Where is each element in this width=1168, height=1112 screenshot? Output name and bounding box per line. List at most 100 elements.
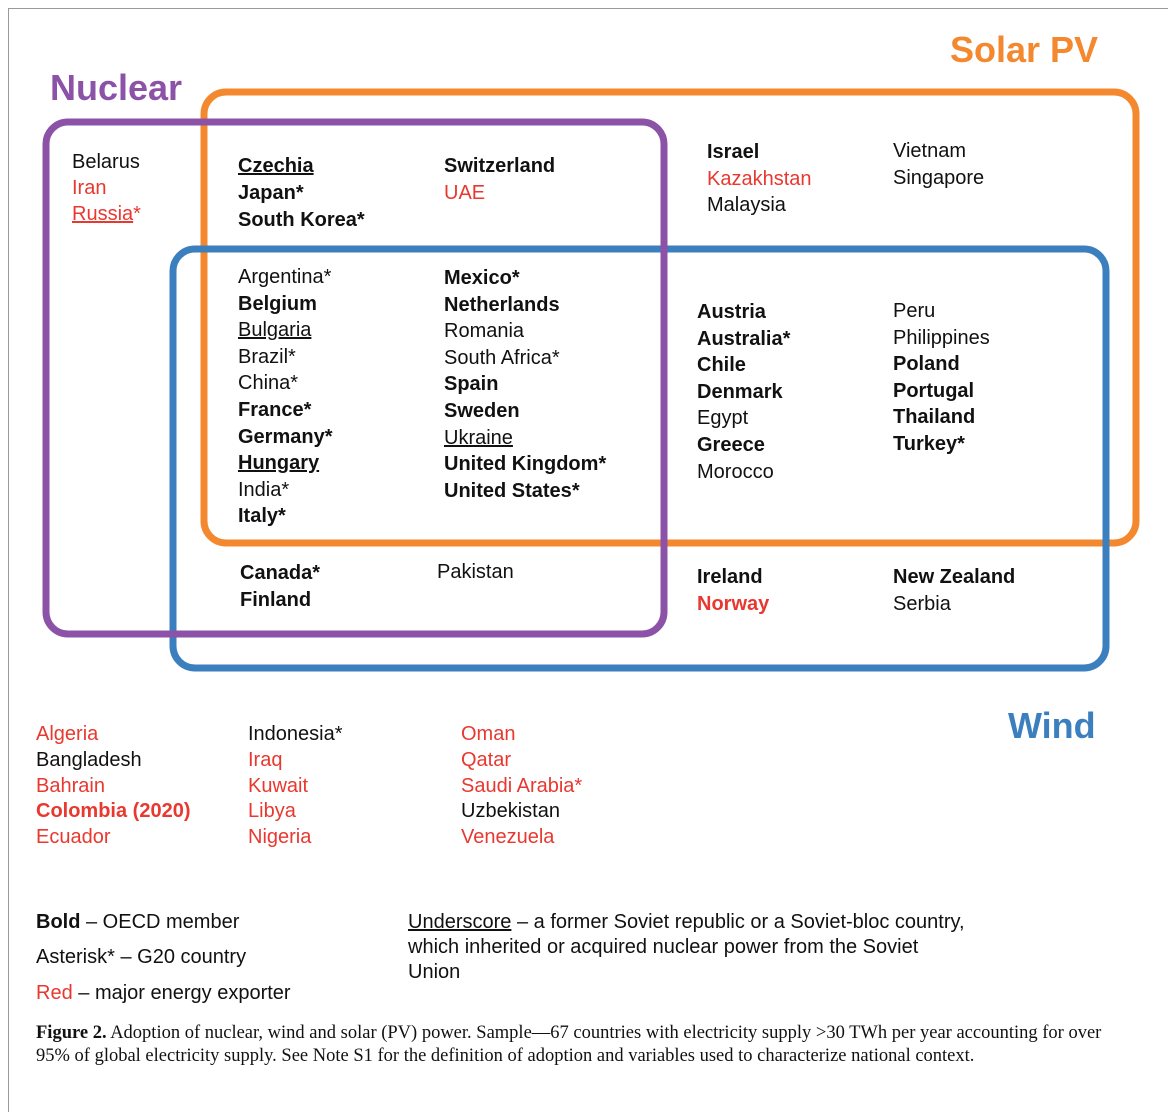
g20-mark: *: [511, 267, 520, 289]
country-name: Iraq: [248, 748, 283, 771]
legend-text: – major energy exporter: [78, 982, 291, 1004]
legend-item: Asterisk* – G20 country: [36, 945, 246, 970]
country: Iraq: [248, 748, 282, 772]
g20-mark: *: [288, 345, 296, 368]
country: Vietnam: [893, 139, 966, 163]
legend-term: Bold: [36, 911, 81, 933]
country: Bulgaria: [238, 318, 311, 342]
country: Switzerland: [444, 154, 555, 178]
country: Bangladesh: [36, 748, 142, 772]
country: Romania: [444, 319, 524, 343]
country: Greece: [697, 433, 765, 457]
g20-mark: *: [290, 372, 299, 395]
g20-mark: *: [356, 209, 365, 231]
country-name: Uzbekistan: [461, 800, 560, 823]
country: Czechia: [238, 154, 314, 178]
country: Serbia: [893, 592, 951, 616]
country-name: South Korea: [238, 209, 357, 231]
caption-text: Adoption of nuclear, wind and solar (PV)…: [36, 1023, 1102, 1066]
country: United States*: [444, 479, 580, 503]
country: Germany*: [238, 425, 333, 449]
country-name: Bangladesh: [36, 748, 142, 771]
set-outline: [200, 88, 1140, 547]
country-name: Poland: [893, 353, 960, 376]
legend-term: Asterisk*: [36, 946, 115, 968]
g20-mark: *: [782, 327, 791, 350]
set-label: Nuclear: [50, 67, 183, 108]
country: Spain: [444, 372, 498, 396]
country: Mexico*: [444, 266, 520, 290]
country-name: Sweden: [444, 400, 520, 422]
country: Hungary: [238, 451, 319, 475]
country: South Africa*: [444, 346, 560, 370]
country: Finland: [240, 588, 311, 612]
g20-mark: *: [324, 425, 333, 448]
country: UAE: [444, 181, 485, 205]
legend-term: Underscore: [408, 911, 512, 933]
country: Kazakhstan: [707, 167, 812, 191]
country-name: Morocco: [697, 460, 774, 483]
country: Singapore: [893, 166, 984, 190]
country: Belarus: [72, 150, 140, 174]
country: Japan*: [238, 181, 304, 205]
country: Norway: [697, 592, 769, 616]
country: Russia*: [72, 202, 141, 226]
caption: Figure 2. Adoption of nuclear, wind and …: [36, 1022, 1136, 1068]
country-name: Hungary: [238, 452, 320, 475]
country: Netherlands: [444, 293, 560, 317]
country-name: Iran: [72, 177, 107, 199]
country: Colombia (2020): [36, 799, 190, 823]
g20-mark: *: [323, 266, 332, 288]
country-name: Oman: [461, 723, 516, 745]
country-name: Japan: [238, 182, 296, 204]
country: Indonesia*: [248, 722, 343, 746]
country: United Kingdom*: [444, 452, 606, 476]
country: Sweden: [444, 399, 520, 423]
country-name: Denmark: [697, 380, 783, 403]
country-name: Ireland: [697, 566, 763, 588]
country-name: Switzerland: [444, 155, 556, 177]
country-name: Netherlands: [444, 293, 560, 316]
country: Argentina*: [238, 265, 331, 289]
country: Ukraine: [444, 426, 513, 450]
country-name: Belgium: [238, 292, 317, 315]
country: Venezuela: [461, 825, 554, 849]
country-name: Ecuador: [36, 826, 111, 849]
country-name: Finland: [240, 589, 312, 611]
country-name: United States: [444, 479, 572, 502]
country: Denmark: [697, 380, 783, 404]
country-name: Chile: [697, 354, 746, 377]
country: Israel: [707, 140, 759, 164]
country: Pakistan: [437, 560, 514, 584]
country-name: Brazil: [238, 345, 289, 368]
g20-mark: *: [574, 774, 583, 797]
country: Qatar: [461, 748, 511, 772]
country-name: New Zealand: [893, 566, 1016, 588]
country: Chile: [697, 353, 746, 377]
country: Italy*: [238, 504, 286, 528]
country: Peru: [893, 299, 935, 323]
set-label: Wind: [1008, 705, 1096, 746]
country-name: Italy: [238, 505, 279, 528]
g20-mark: *: [295, 182, 304, 204]
country-name: Libya: [248, 800, 296, 823]
country-name: UAE: [444, 182, 486, 204]
g20-mark: *: [278, 505, 286, 528]
country-name: United Kingdom: [444, 453, 599, 476]
country: Brazil*: [238, 345, 296, 369]
country: Turkey*: [893, 432, 965, 456]
country: Algeria: [36, 722, 98, 746]
country: Nigeria: [248, 825, 311, 849]
country: Ecuador: [36, 825, 111, 849]
country-name: Romania: [444, 320, 525, 343]
legend-item: Red – major energy exporter: [36, 981, 291, 1006]
country-name: Colombia (2020): [36, 800, 191, 823]
g20-mark: *: [571, 479, 580, 502]
country-name: Greece: [697, 434, 765, 456]
country: China*: [238, 371, 298, 395]
country-name: Pakistan: [437, 561, 514, 583]
country: France*: [238, 398, 311, 422]
country: Thailand: [893, 405, 975, 429]
country: Egypt: [697, 406, 748, 430]
country-name: Czechia: [238, 155, 314, 177]
